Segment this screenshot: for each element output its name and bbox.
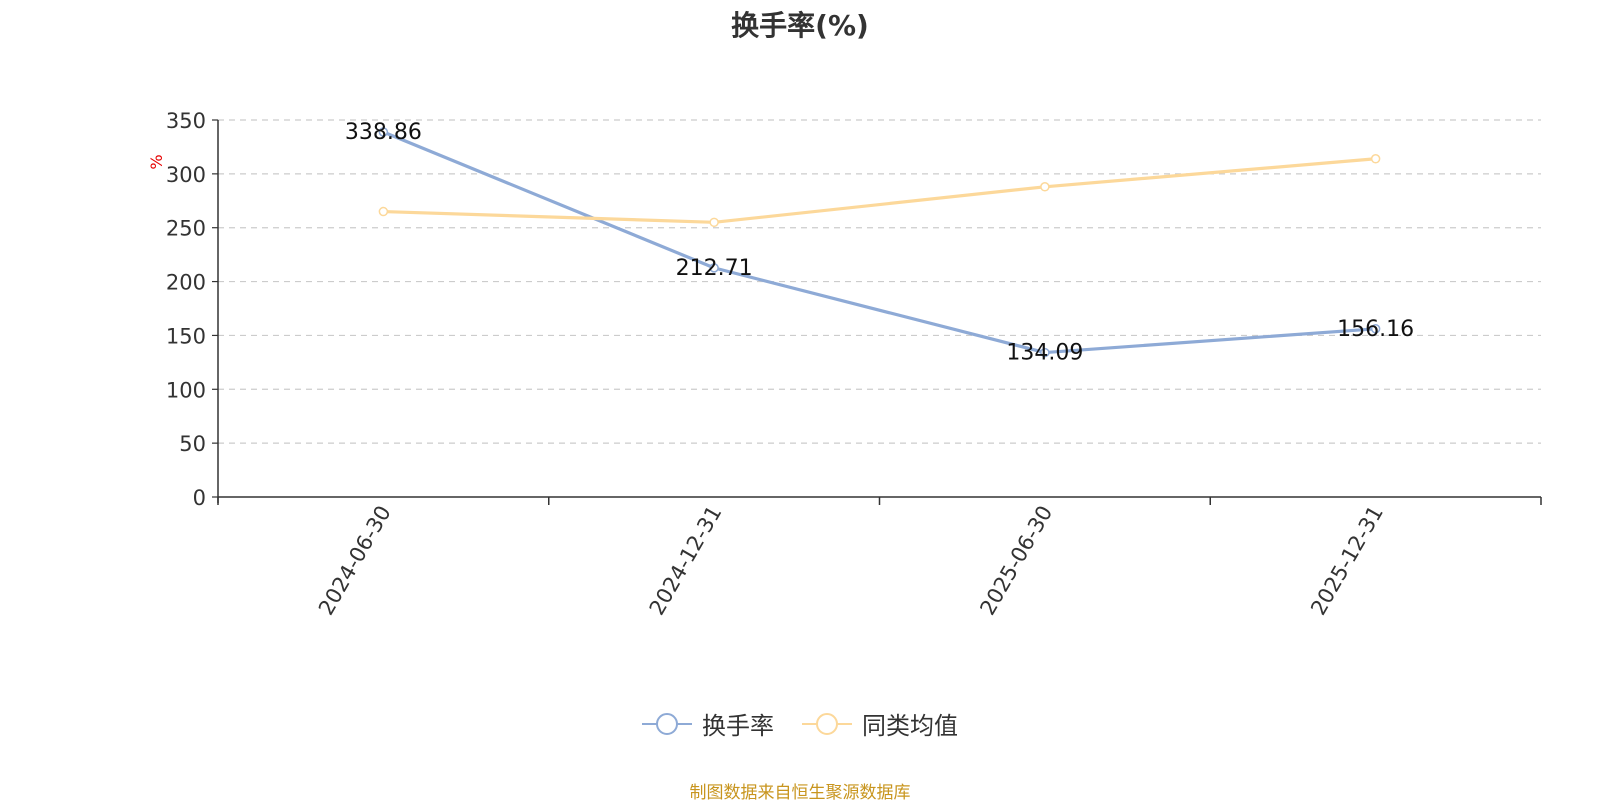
data-point[interactable] [709,263,719,273]
data-point[interactable] [709,217,719,228]
x-tick-label: 2025-12-31 [1306,502,1388,620]
legend-marker-peer-average-icon [802,712,852,735]
data-label: 134.09 [1006,341,1083,366]
y-tick-label: 0 [193,486,206,510]
series-line [383,157,1376,224]
x-tick-label: 2025-06-30 [975,502,1057,620]
y-tick-label: 350 [166,109,206,133]
x-tick-label: 2024-12-31 [645,502,727,620]
legend-label-peer-average: 同类均值 [862,712,958,740]
series-line [382,130,1376,355]
data-point[interactable] [1040,347,1050,358]
y-tick-label: 150 [166,324,206,348]
legend-label-turnover: 换手率 [702,712,774,740]
legend-item-turnover[interactable]: 换手率 [642,706,774,741]
y-axis-unit-label: % [147,154,166,169]
y-tick-label: 50 [179,432,206,456]
data-point[interactable] [378,206,389,217]
data-point[interactable] [1040,182,1050,192]
series-lines [378,127,1381,358]
data-point[interactable] [378,127,389,137]
data-label: 156.16 [1337,317,1414,342]
data-point[interactable] [1370,324,1381,334]
data-label: 212.71 [676,256,753,281]
grid-lines [218,119,1541,444]
chart-title: 换手率(%) [731,9,869,42]
legend-item-peer-average[interactable]: 同类均值 [802,706,958,741]
x-tick-label: 2024-06-30 [314,502,396,620]
data-source-note: 制图数据来自恒生聚源数据库 [689,783,911,803]
y-tick-label: 200 [166,271,206,295]
legend: 换手率 同类均值 [0,706,1600,741]
data-labels: 338.86 212.71 134.09 156.16 [345,120,1414,366]
y-tick-label: 250 [166,217,206,241]
data-point[interactable] [1370,154,1381,164]
legend-marker-turnover-icon [642,712,692,735]
axes: 0 50 100 150 200 250 300 350% 2024-06-30 2024-12-… [147,109,1542,620]
y-tick-label: 100 [166,378,206,402]
data-label: 338.86 [345,120,422,145]
y-tick-label: 300 [166,163,206,187]
